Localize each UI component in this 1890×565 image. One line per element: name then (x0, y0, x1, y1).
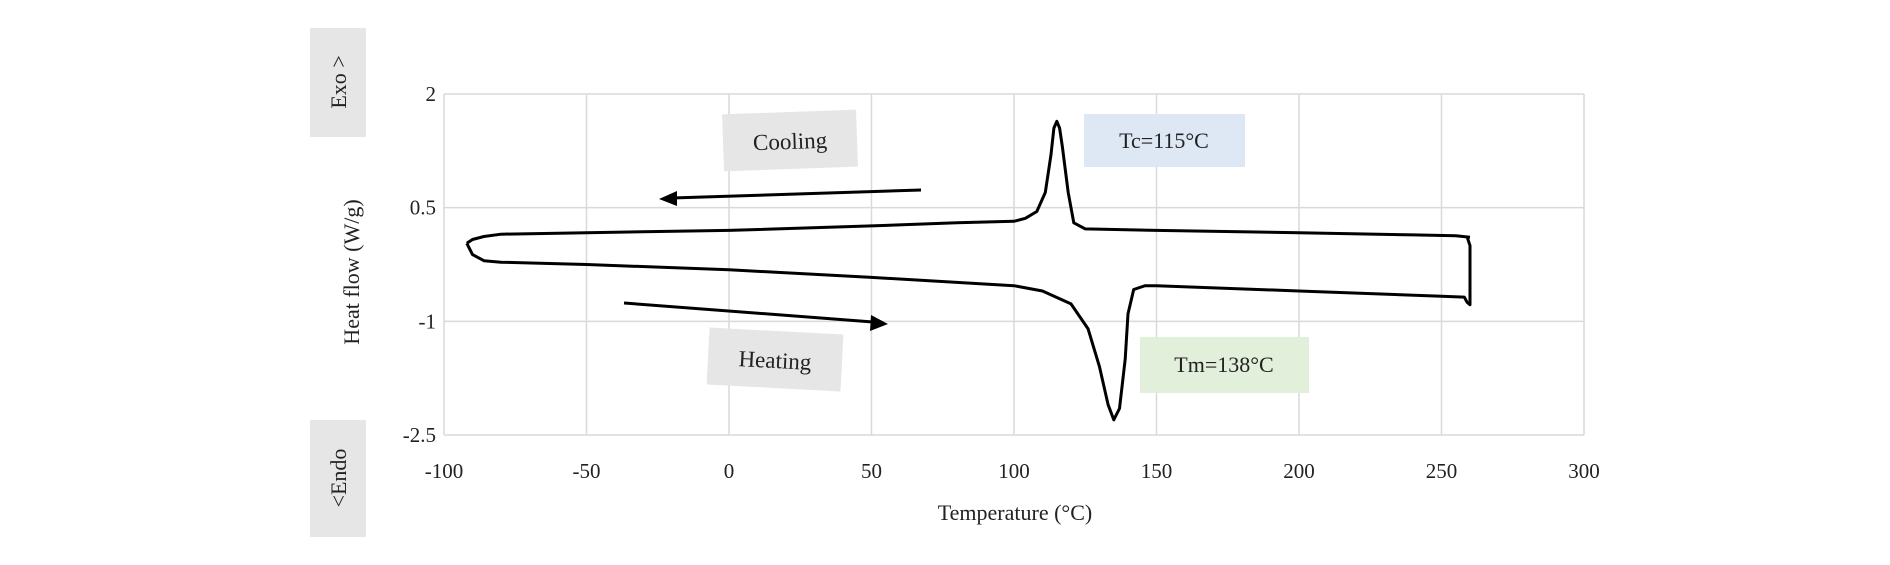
x-tick-label: 250 (1426, 459, 1458, 483)
cooling-label: Cooling (753, 128, 828, 156)
x-tick-label: 100 (998, 459, 1030, 483)
x-axis-title: Temperature (°C) (938, 500, 1092, 525)
y-tick-label: -2.5 (403, 423, 436, 447)
endo-label: <Endo (326, 449, 351, 508)
cooling-curve (465, 119, 1471, 245)
x-tick-label: 200 (1283, 459, 1315, 483)
endo-label-box (310, 420, 366, 537)
tm-label-box (1140, 337, 1309, 393)
y-axis-title: Heat flow (W/g) (339, 199, 364, 344)
cooling-label-box (722, 109, 858, 172)
heating-arrow (623, 301, 888, 331)
y-tick-label: -1 (419, 309, 437, 333)
y-tick-label: 0.5 (410, 196, 436, 220)
heating-label: Heating (738, 346, 813, 375)
heating-annotation: Heating (706, 327, 844, 392)
x-tick-label: 300 (1568, 459, 1600, 483)
heating-label-box (706, 327, 844, 392)
exo-label-box (310, 28, 366, 137)
heating-curve (465, 236, 1472, 422)
y-tick-labels: 2 0.5 -1 -2.5 (403, 82, 436, 447)
x-tick-label: -50 (573, 459, 601, 483)
x-tick-label: 150 (1141, 459, 1173, 483)
x-tick-label: 50 (861, 459, 882, 483)
tc-label-box (1084, 114, 1245, 167)
cooling-annotation: Cooling (722, 109, 858, 172)
cooling-arrow (659, 188, 922, 206)
tm-label: Tm=138°C (1174, 352, 1273, 377)
x-tick-labels: -100 -50 0 50 100 150 200 250 300 (425, 459, 1600, 483)
x-tick-label: -100 (425, 459, 464, 483)
tc-label: Tc=115°C (1119, 128, 1209, 153)
exo-label: Exo > (326, 55, 351, 108)
x-tick-label: 0 (724, 459, 735, 483)
y-tick-label: 2 (426, 82, 437, 106)
